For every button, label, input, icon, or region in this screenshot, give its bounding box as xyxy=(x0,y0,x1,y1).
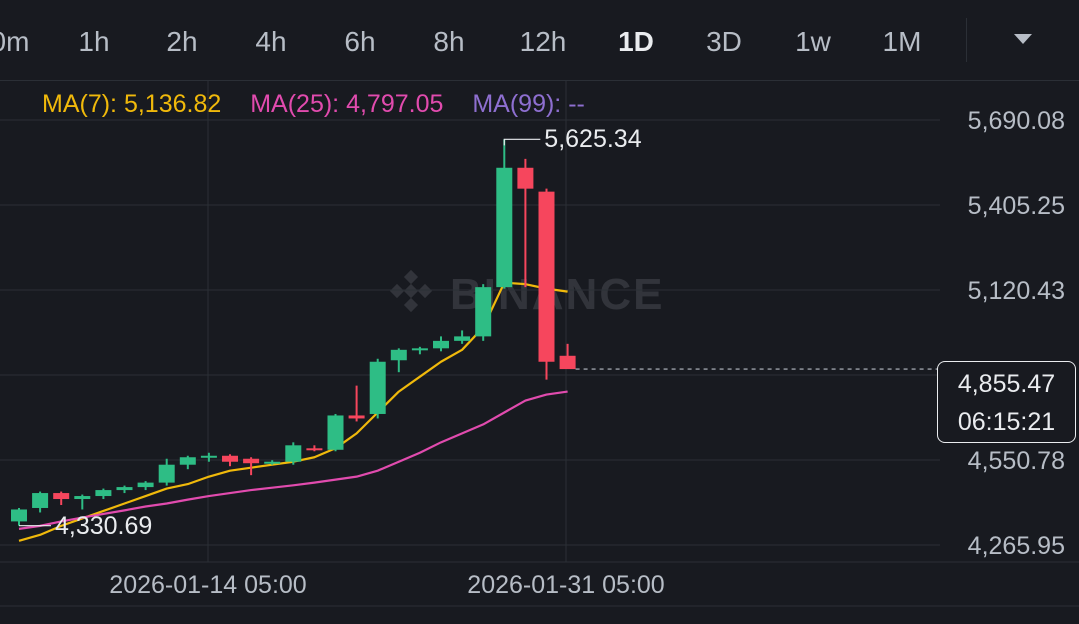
candle-body xyxy=(538,191,555,362)
tab-4h[interactable]: 4h xyxy=(255,26,287,57)
binance-logo-icon xyxy=(389,269,433,313)
tab-1m[interactable]: 1M xyxy=(882,26,922,57)
tab-12h[interactable]: 12h xyxy=(519,26,567,57)
candle xyxy=(559,343,576,370)
candle xyxy=(137,481,154,491)
candle-countdown: 06:15:21 xyxy=(957,408,1056,436)
candle xyxy=(411,346,428,355)
x-tick-label: 2026-01-14 05:00 xyxy=(109,571,307,599)
tab-2h[interactable]: 2h xyxy=(166,26,198,57)
candle-body xyxy=(95,490,112,497)
candle-body xyxy=(285,445,302,462)
high-marker-line xyxy=(503,138,541,146)
tab-1w[interactable]: 1w xyxy=(795,26,831,57)
ma-line-1 xyxy=(18,390,568,530)
candle-body xyxy=(116,487,133,491)
candle xyxy=(264,460,281,465)
candle xyxy=(285,442,302,465)
candle-body xyxy=(264,461,281,464)
candle xyxy=(243,457,260,476)
candle xyxy=(454,330,471,344)
high-price-label: 5,625.34 xyxy=(544,125,642,154)
candle xyxy=(74,494,91,510)
candle xyxy=(11,507,27,526)
ma7-legend: MA(7): 5,136.82 xyxy=(42,90,222,118)
candle xyxy=(390,348,407,373)
candle-body xyxy=(411,348,428,351)
candle xyxy=(306,445,323,452)
candle-body xyxy=(74,496,91,500)
tab-1d[interactable]: 1D xyxy=(618,26,654,57)
candle-body xyxy=(390,349,407,361)
y-tick-label: 5,690.08 xyxy=(967,107,1065,135)
candle xyxy=(348,385,365,422)
candle-body xyxy=(369,361,386,414)
candle xyxy=(116,485,133,494)
tab-0m[interactable]: 0m xyxy=(0,26,30,57)
candle xyxy=(327,413,344,452)
candle-body xyxy=(433,340,449,349)
candle-body xyxy=(53,493,70,500)
candle xyxy=(369,358,386,419)
candle-body xyxy=(327,415,344,450)
chevron-down-icon[interactable] xyxy=(1014,34,1032,44)
candle-body xyxy=(158,464,175,483)
candle xyxy=(433,336,449,352)
y-tick-label: 4,265.95 xyxy=(967,532,1065,560)
candle-body xyxy=(517,167,534,189)
candle xyxy=(158,458,175,486)
candle-body xyxy=(496,167,513,288)
candle-body xyxy=(559,355,576,370)
tab-6h[interactable]: 6h xyxy=(344,26,376,57)
tab-3d[interactable]: 3D xyxy=(706,26,742,57)
candle-body xyxy=(306,448,323,451)
candle-body xyxy=(348,415,365,419)
last-price-value: 4,855.47 xyxy=(957,370,1056,398)
low-price-label: 4,330.69 xyxy=(55,511,153,540)
candle xyxy=(517,158,534,288)
candle xyxy=(53,491,70,505)
tab-8h[interactable]: 8h xyxy=(433,26,465,57)
candle-body xyxy=(179,457,196,465)
candle-body xyxy=(200,455,217,458)
candle-body xyxy=(243,458,260,464)
ma25-legend: MA(25): 4,797.05 xyxy=(250,90,444,118)
ma-legend: MA(7): 5,136.82 MA(25): 4,797.05 MA(99):… xyxy=(42,90,607,119)
candle xyxy=(179,455,196,470)
candle-body xyxy=(454,336,471,341)
candle-body xyxy=(137,482,154,488)
y-tick-label: 5,405.25 xyxy=(967,192,1065,220)
candle xyxy=(222,454,238,467)
candle-body xyxy=(475,287,492,337)
candle-body xyxy=(32,493,49,508)
x-tick-label: 2026-01-31 05:00 xyxy=(467,571,665,599)
grid-layer xyxy=(0,80,1079,607)
y-tick-label: 4,550.78 xyxy=(967,446,1065,475)
tab-1h[interactable]: 1h xyxy=(78,26,110,57)
candle xyxy=(95,488,112,500)
tab-divider xyxy=(966,18,967,62)
candle xyxy=(538,188,555,380)
candle-body xyxy=(11,509,27,522)
y-tick-label: 5,120.43 xyxy=(967,276,1065,305)
candle xyxy=(200,452,217,462)
candle-body xyxy=(222,455,238,462)
marker-layer xyxy=(19,138,937,527)
last-price-box: 4,855.47 06:15:21 xyxy=(937,361,1076,443)
candle xyxy=(475,284,492,341)
candle-layer xyxy=(11,139,576,526)
candle xyxy=(32,491,49,513)
interval-bar: 0m 1h 2h 4h 6h 8h 12h 1D 3D 1w 1M xyxy=(0,0,1079,81)
candle xyxy=(496,139,513,289)
